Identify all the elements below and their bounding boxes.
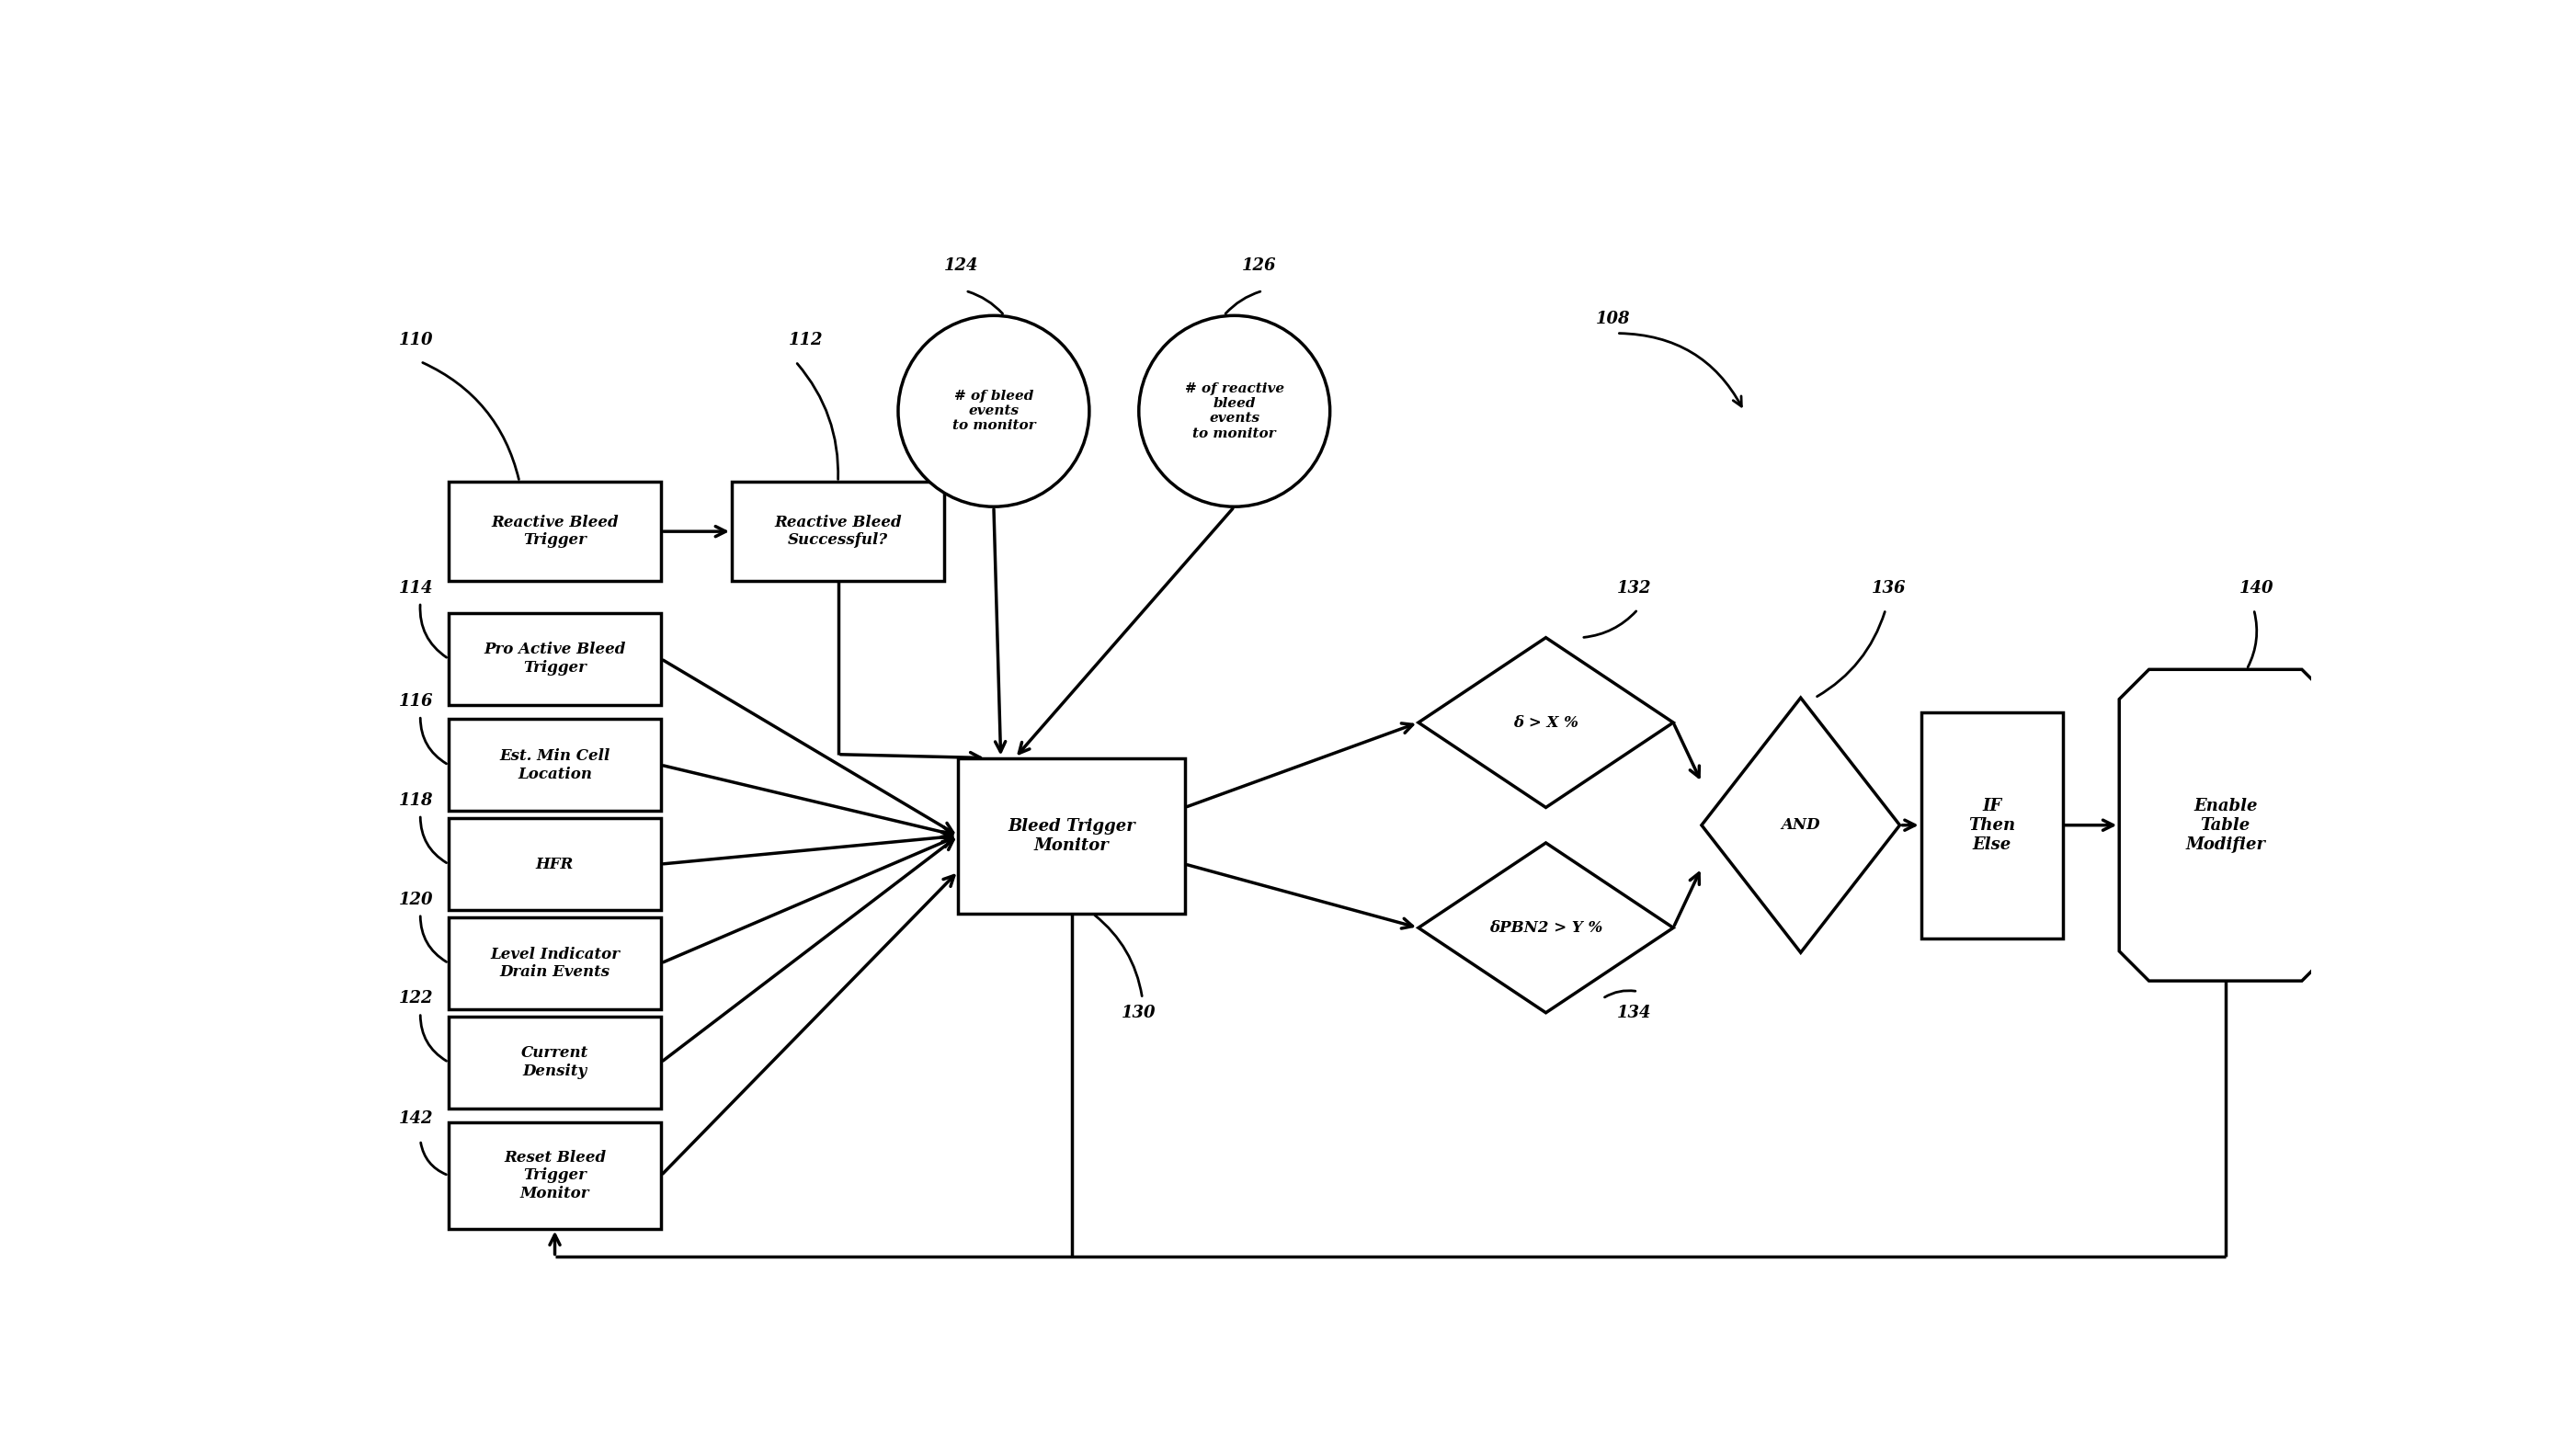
Text: Est. Min Cell
Location: Est. Min Cell Location (500, 748, 610, 782)
Text: δ > X %: δ > X % (1514, 715, 1578, 731)
Text: IF
Then
Else: IF Then Else (1967, 798, 2016, 853)
Text: 142: 142 (399, 1111, 433, 1127)
Polygon shape (1702, 697, 1900, 952)
Text: Enable
Table
Modifier: Enable Table Modifier (2186, 798, 2266, 853)
FancyBboxPatch shape (1921, 712, 2063, 939)
FancyBboxPatch shape (448, 719, 662, 811)
Polygon shape (1419, 843, 1674, 1013)
Text: 134: 134 (1617, 1005, 1651, 1021)
FancyBboxPatch shape (448, 818, 662, 910)
Text: 112: 112 (788, 332, 824, 348)
Text: # of reactive
bleed
events
to monitor: # of reactive bleed events to monitor (1184, 383, 1285, 440)
Text: 124: 124 (945, 258, 978, 274)
Text: 122: 122 (399, 990, 433, 1008)
Text: 116: 116 (399, 693, 433, 709)
Text: 110: 110 (399, 332, 433, 348)
Text: 108: 108 (1596, 310, 1630, 328)
FancyBboxPatch shape (448, 917, 662, 1009)
Text: Reactive Bleed
Successful?: Reactive Bleed Successful? (775, 514, 901, 549)
FancyBboxPatch shape (448, 1016, 662, 1108)
FancyBboxPatch shape (448, 1123, 662, 1229)
Polygon shape (2119, 670, 2330, 981)
Text: Reset Bleed
Trigger
Monitor: Reset Bleed Trigger Monitor (505, 1150, 605, 1201)
Text: 132: 132 (1617, 579, 1651, 597)
FancyBboxPatch shape (448, 482, 662, 581)
FancyBboxPatch shape (448, 613, 662, 705)
Text: Bleed Trigger
Monitor: Bleed Trigger Monitor (1007, 818, 1136, 853)
Text: AND: AND (1782, 817, 1821, 833)
Circle shape (1138, 316, 1329, 507)
Text: Reactive Bleed
Trigger: Reactive Bleed Trigger (492, 514, 618, 549)
Text: 126: 126 (1241, 258, 1277, 274)
FancyBboxPatch shape (731, 482, 945, 581)
Polygon shape (1419, 638, 1674, 808)
Text: HFR: HFR (536, 856, 574, 872)
Text: 140: 140 (2240, 579, 2274, 597)
Text: 120: 120 (399, 891, 433, 907)
FancyBboxPatch shape (958, 759, 1184, 914)
Text: 114: 114 (399, 579, 433, 597)
Text: 136: 136 (1872, 579, 1906, 597)
Text: 130: 130 (1120, 1005, 1156, 1021)
Text: δPBN2 > Y %: δPBN2 > Y % (1488, 920, 1602, 936)
Text: Pro Active Bleed
Trigger: Pro Active Bleed Trigger (484, 642, 626, 676)
Text: # of bleed
events
to monitor: # of bleed events to monitor (953, 390, 1035, 432)
Text: 118: 118 (399, 792, 433, 808)
Text: Current
Density: Current Density (520, 1045, 590, 1079)
Text: Level Indicator
Drain Events: Level Indicator Drain Events (489, 946, 621, 980)
Circle shape (899, 316, 1089, 507)
